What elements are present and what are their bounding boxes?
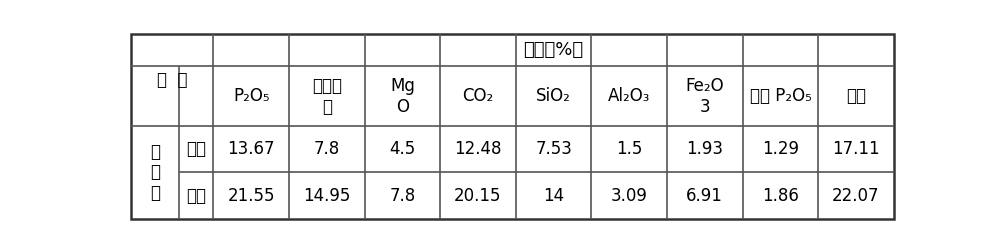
Text: 6.91: 6.91 [686,186,723,204]
Text: 最大: 最大 [186,186,206,204]
Text: 4.5: 4.5 [389,140,415,158]
Text: 酸不溶
物: 酸不溶 物 [312,77,342,116]
Text: 17.11: 17.11 [832,140,880,158]
Text: Fe₂O
3: Fe₂O 3 [685,77,724,116]
Text: 20.15: 20.15 [454,186,502,204]
Text: 最小: 最小 [186,140,206,158]
Text: 组分（%）: 组分（%） [524,41,584,59]
Text: 1.5: 1.5 [616,140,642,158]
Text: 21.55: 21.55 [227,186,275,204]
Text: SiO₂: SiO₂ [536,87,571,105]
Text: 7.53: 7.53 [535,140,572,158]
Text: Al₂O₃: Al₂O₃ [608,87,650,105]
Text: 14: 14 [543,186,564,204]
Text: 13.67: 13.67 [227,140,275,158]
Text: 类  别: 类 别 [157,71,188,89]
Text: 原
生
矿: 原 生 矿 [150,143,160,202]
Text: 22.07: 22.07 [832,186,880,204]
Text: 3.09: 3.09 [611,186,648,204]
Text: 1.93: 1.93 [686,140,723,158]
Text: 可溢 P₂O₅: 可溢 P₂O₅ [750,87,811,105]
Text: 灸失: 灸失 [846,87,866,105]
Text: Mg
O: Mg O [390,77,415,116]
Text: 1.86: 1.86 [762,186,799,204]
Text: CO₂: CO₂ [462,87,494,105]
Text: P₂O₅: P₂O₅ [233,87,269,105]
Text: 12.48: 12.48 [454,140,502,158]
Text: 7.8: 7.8 [314,140,340,158]
Text: 7.8: 7.8 [389,186,415,204]
Text: 14.95: 14.95 [303,186,350,204]
Text: 1.29: 1.29 [762,140,799,158]
